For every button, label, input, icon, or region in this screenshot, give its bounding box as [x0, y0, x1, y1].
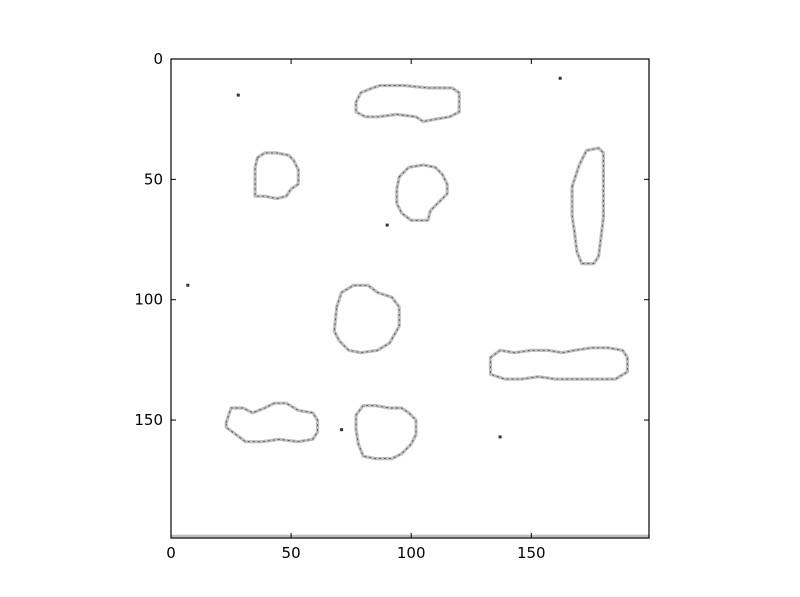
speck-dot-1	[559, 77, 562, 80]
y-tick-label-0: 0	[153, 50, 163, 68]
speck-dot-3	[186, 284, 189, 287]
y-tick-label-150: 150	[134, 411, 163, 429]
x-tick-label-50: 50	[282, 544, 301, 562]
speck-dot-0	[237, 94, 240, 97]
y-tick-label-100: 100	[134, 291, 163, 309]
x-tick-label-0: 0	[166, 544, 176, 562]
x-tick-label-150: 150	[517, 544, 546, 562]
speck-dot-5	[499, 435, 502, 438]
speck-dot-2	[386, 224, 389, 227]
y-tick-label-50: 50	[144, 170, 163, 188]
speck-dot-4	[340, 428, 343, 431]
x-tick-label-100: 100	[397, 544, 426, 562]
